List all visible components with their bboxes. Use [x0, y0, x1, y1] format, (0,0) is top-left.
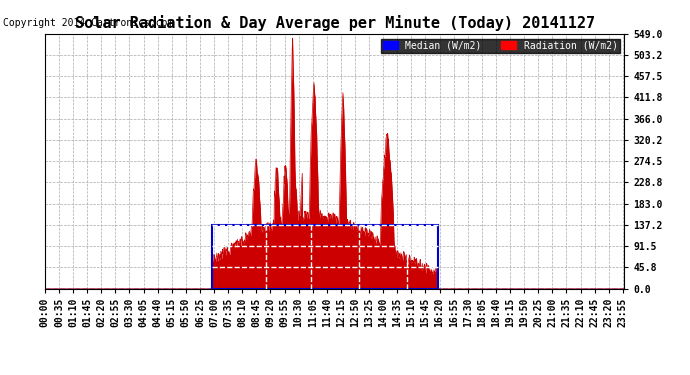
Bar — [212, 225, 437, 289]
Text: Copyright 2014 Cartronics.com: Copyright 2014 Cartronics.com — [3, 18, 174, 28]
Legend: Median (W/m2), Radiation (W/m2): Median (W/m2), Radiation (W/m2) — [381, 39, 620, 53]
Title: Solar Radiation & Day Average per Minute (Today) 20141127: Solar Radiation & Day Average per Minute… — [75, 15, 595, 31]
